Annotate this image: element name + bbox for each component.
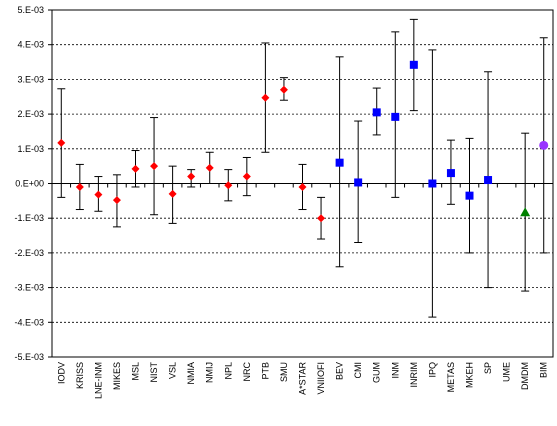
marker-square (484, 176, 493, 185)
x-tick-label: CMI (353, 362, 363, 379)
marker-diamond (224, 181, 233, 190)
x-tick-label: SP (483, 362, 493, 374)
x-tick-label: NMIJ (205, 362, 215, 383)
y-tick-label: -3.E-03 (14, 283, 44, 293)
x-tick-label: PTB (260, 362, 270, 380)
marker-diamond (150, 162, 159, 171)
marker-square (428, 179, 437, 188)
y-tick-label: 4.E-03 (17, 40, 44, 50)
x-tick-label: MKEH (465, 362, 475, 388)
marker-diamond (112, 196, 121, 205)
marker-diamond (261, 93, 270, 102)
y-tick-label: 3.E-03 (17, 74, 44, 84)
y-axis-ticks: 5.E-03 4.E-03 3.E-03 2.E-03 1.E-03 0.E+00 -1.E… (14, 5, 52, 362)
x-tick-label: IPQ (427, 362, 437, 378)
y-tick-label: 2.E-03 (17, 109, 44, 119)
marker-diamond (187, 172, 196, 181)
y-tick-label: -2.E-03 (14, 248, 44, 258)
x-tick-label: KRISS (75, 362, 85, 389)
x-tick-label: BEV (335, 362, 345, 380)
x-tick-label: LNE-INM (93, 362, 103, 399)
x-tick-label: IODV (56, 362, 66, 384)
marker-circle (539, 140, 549, 150)
marker-diamond (317, 214, 326, 223)
marker-diamond (131, 164, 140, 173)
marker-diamond (75, 182, 84, 191)
data-markers (57, 60, 549, 223)
y-tick-label: -1.E-03 (14, 213, 44, 223)
x-tick-label: VSL (168, 362, 178, 379)
x-tick-label: METAS (446, 362, 456, 392)
x-tick-label: INRIM (409, 362, 419, 388)
y-tick-label: 0.E+00 (15, 179, 44, 189)
x-tick-label: A*STAR (298, 362, 308, 395)
marker-diamond (298, 182, 307, 191)
x-tick-label: MIKES (112, 362, 122, 390)
marker-diamond (279, 85, 288, 94)
marker-square (465, 191, 474, 200)
x-tick-label: MSL (131, 362, 141, 381)
marker-diamond (205, 163, 214, 172)
marker-diamond (168, 189, 177, 198)
x-tick-label: GUM (372, 362, 382, 383)
x-tick-label: UME (502, 362, 512, 382)
x-tick-label: VNIIOFI (316, 362, 326, 395)
x-tick-label: NRC (242, 362, 252, 382)
error-bars (57, 18, 548, 318)
y-tick-label: 1.E-03 (17, 144, 44, 154)
marker-diamond (94, 190, 103, 199)
y-tick-label: -5.E-03 (14, 352, 44, 362)
marker-square (446, 169, 455, 178)
marker-diamond (242, 172, 251, 181)
marker-triangle (520, 207, 531, 217)
marker-diamond (57, 138, 66, 147)
x-tick-label: BIM (539, 362, 549, 378)
marker-square (354, 178, 363, 187)
x-tick-label: SMU (279, 362, 289, 382)
x-tick-label: NMIA (186, 362, 196, 385)
marker-square (335, 158, 344, 167)
x-axis-ticks: IODV KRISS LNE-INM MIKES MSL NIST VSL NMIA NMIJ N… (51, 183, 554, 399)
x-tick-label: DMDM (520, 362, 530, 390)
x-tick-label: NIST (149, 362, 159, 383)
marker-square (391, 112, 400, 121)
marker-square (372, 108, 381, 117)
x-tick-label: NPL (223, 362, 233, 380)
y-tick-label: 5.E-03 (17, 5, 44, 15)
marker-square (409, 60, 418, 69)
y-tick-label: -4.E-03 (14, 317, 44, 327)
x-tick-label: INM (390, 362, 400, 379)
